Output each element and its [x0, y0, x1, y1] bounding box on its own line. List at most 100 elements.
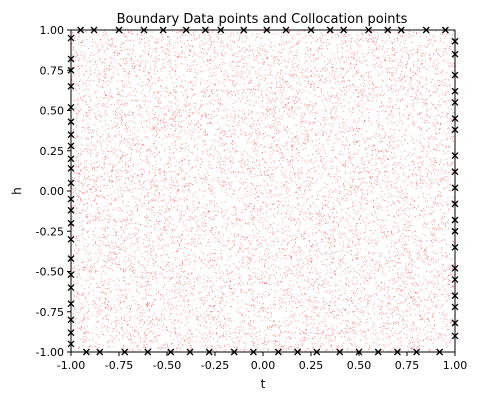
collocation-point: [378, 134, 381, 136]
collocation-point: [111, 262, 113, 264]
collocation-point: [398, 209, 400, 211]
collocation-point: [185, 132, 187, 134]
collocation-point: [256, 214, 258, 216]
collocation-point: [292, 144, 294, 146]
collocation-point: [147, 264, 149, 266]
collocation-point: [436, 48, 438, 50]
collocation-point: [151, 332, 153, 334]
collocation-point: [261, 100, 264, 102]
collocation-point: [315, 150, 318, 152]
collocation-point: [257, 128, 259, 130]
collocation-point: [245, 187, 247, 189]
collocation-point: [258, 136, 260, 138]
collocation-point: [177, 205, 179, 207]
collocation-point: [335, 115, 338, 117]
collocation-point: [91, 52, 93, 54]
collocation-point: [451, 119, 453, 121]
collocation-point: [91, 169, 94, 171]
collocation-point: [116, 177, 118, 179]
collocation-point: [215, 237, 217, 239]
collocation-point: [108, 251, 110, 253]
collocation-point: [322, 279, 324, 282]
collocation-point: [148, 73, 150, 75]
collocation-point: [312, 37, 314, 39]
collocation-point: [335, 347, 337, 349]
collocation-point: [101, 322, 103, 324]
collocation-point: [378, 265, 381, 267]
collocation-point: [80, 162, 82, 164]
collocation-point: [124, 59, 126, 61]
collocation-point: [315, 133, 317, 135]
collocation-point: [244, 116, 246, 118]
collocation-point: [213, 196, 215, 198]
collocation-point: [345, 324, 348, 326]
collocation-point: [220, 249, 222, 252]
collocation-point: [250, 117, 252, 119]
collocation-point: [255, 39, 257, 41]
collocation-point: [95, 219, 97, 221]
collocation-point: [121, 200, 123, 202]
collocation-point: [425, 182, 427, 184]
collocation-point: [322, 215, 324, 217]
collocation-point: [270, 125, 272, 127]
collocation-point: [209, 55, 211, 57]
collocation-point: [141, 204, 143, 206]
collocation-point: [277, 145, 279, 147]
collocation-point: [356, 166, 358, 168]
collocation-point: [163, 170, 165, 173]
collocation-point: [383, 181, 385, 183]
collocation-point: [252, 341, 254, 343]
collocation-point: [446, 221, 449, 223]
collocation-point: [234, 100, 236, 102]
collocation-point: [306, 280, 308, 282]
collocation-point: [354, 244, 357, 246]
collocation-point: [371, 176, 373, 178]
collocation-point: [107, 288, 109, 290]
collocation-point: [350, 162, 352, 164]
collocation-point: [84, 331, 86, 333]
collocation-point: [330, 112, 332, 114]
collocation-point: [153, 41, 155, 43]
collocation-point: [392, 105, 394, 107]
collocation-point: [393, 266, 395, 268]
collocation-point: [176, 192, 178, 194]
collocation-point: [363, 40, 365, 42]
collocation-point: [397, 288, 399, 290]
collocation-point: [366, 280, 368, 282]
collocation-point: [321, 48, 323, 50]
collocation-point: [173, 323, 175, 325]
collocation-point: [429, 263, 431, 266]
collocation-point: [389, 256, 391, 258]
collocation-point: [206, 276, 208, 278]
collocation-point: [368, 348, 371, 350]
collocation-point: [141, 319, 143, 321]
collocation-point: [126, 298, 128, 300]
collocation-point: [225, 131, 227, 133]
collocation-point: [429, 170, 431, 173]
collocation-point: [140, 193, 142, 195]
collocation-point: [309, 331, 312, 334]
collocation-point: [99, 165, 101, 168]
collocation-point: [222, 168, 224, 170]
collocation-point: [367, 118, 370, 120]
collocation-point: [203, 48, 205, 51]
collocation-point: [343, 164, 345, 166]
collocation-point: [254, 306, 256, 308]
collocation-point: [279, 80, 281, 83]
collocation-point: [274, 325, 276, 327]
collocation-point: [259, 310, 261, 312]
collocation-point: [86, 301, 88, 303]
collocation-point: [112, 167, 114, 169]
collocation-point: [364, 89, 366, 91]
collocation-point: [156, 188, 158, 190]
collocation-point: [408, 329, 410, 331]
collocation-point: [97, 237, 99, 239]
collocation-point: [387, 309, 389, 311]
collocation-point: [160, 68, 162, 70]
collocation-point: [314, 118, 316, 120]
collocation-point: [224, 346, 226, 348]
collocation-point: [82, 184, 84, 186]
collocation-point: [317, 166, 319, 168]
collocation-point: [413, 199, 415, 201]
collocation-point: [270, 231, 272, 234]
